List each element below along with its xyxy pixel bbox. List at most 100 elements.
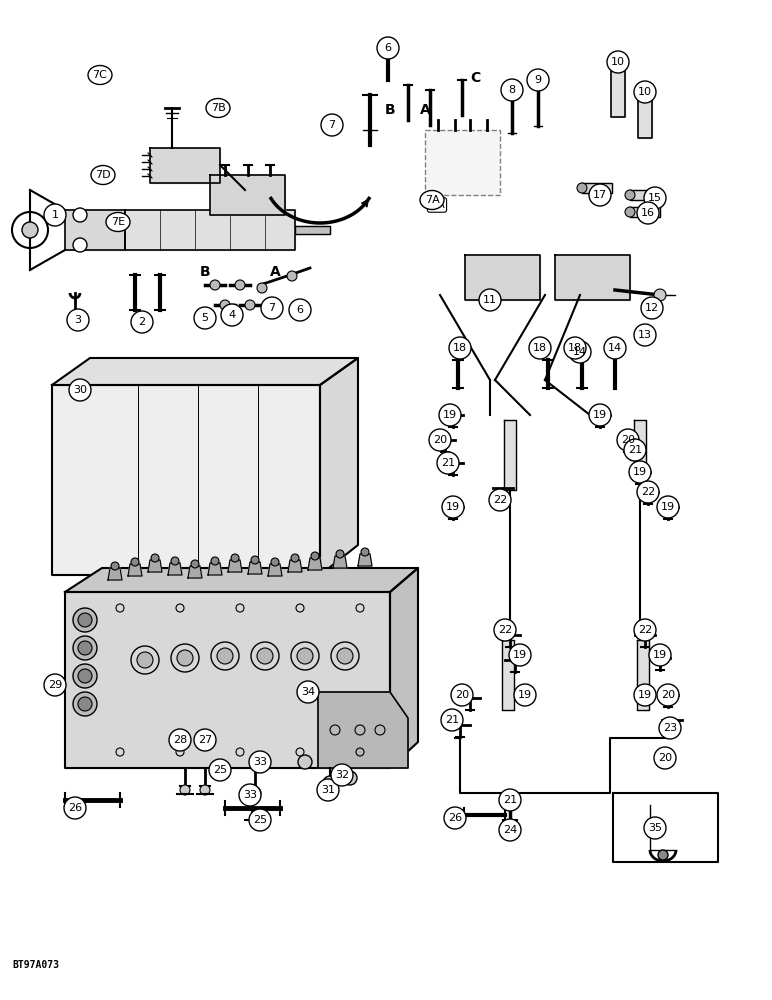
Circle shape: [564, 337, 586, 359]
Text: 19: 19: [593, 410, 607, 420]
Circle shape: [657, 496, 679, 518]
Text: 6: 6: [384, 43, 391, 53]
Polygon shape: [390, 568, 418, 768]
Circle shape: [69, 379, 91, 401]
Text: 13: 13: [638, 330, 652, 340]
Circle shape: [641, 297, 663, 319]
Text: 7E: 7E: [111, 217, 125, 227]
Text: 10: 10: [638, 87, 652, 97]
Circle shape: [657, 684, 679, 706]
Text: 18: 18: [568, 343, 582, 353]
Ellipse shape: [91, 165, 115, 184]
Circle shape: [589, 404, 611, 426]
Circle shape: [437, 452, 459, 474]
Circle shape: [137, 652, 153, 668]
Text: 19: 19: [513, 650, 527, 660]
Circle shape: [607, 51, 629, 73]
Polygon shape: [504, 420, 516, 490]
Polygon shape: [52, 385, 320, 575]
Polygon shape: [613, 793, 718, 862]
Text: 16: 16: [641, 208, 655, 218]
Polygon shape: [108, 568, 122, 580]
Circle shape: [654, 747, 676, 769]
Text: 9: 9: [534, 75, 542, 85]
Circle shape: [211, 557, 219, 565]
Text: 20: 20: [455, 690, 469, 700]
Text: 33: 33: [243, 790, 257, 800]
Text: 5: 5: [201, 313, 208, 323]
Text: 18: 18: [453, 343, 467, 353]
Circle shape: [44, 674, 66, 696]
Circle shape: [257, 648, 273, 664]
Text: 7B: 7B: [211, 103, 225, 113]
Circle shape: [321, 114, 343, 136]
Polygon shape: [630, 190, 660, 200]
Polygon shape: [288, 560, 302, 572]
Polygon shape: [333, 556, 347, 568]
Circle shape: [64, 797, 86, 819]
Circle shape: [78, 641, 92, 655]
Circle shape: [514, 684, 536, 706]
Circle shape: [231, 554, 239, 562]
Polygon shape: [308, 558, 322, 570]
Text: A: A: [269, 265, 280, 279]
Text: B: B: [200, 265, 210, 279]
Circle shape: [634, 81, 656, 103]
Circle shape: [73, 608, 97, 632]
Circle shape: [271, 558, 279, 566]
Text: 12: 12: [645, 303, 659, 313]
Circle shape: [444, 807, 466, 829]
Circle shape: [439, 404, 461, 426]
Circle shape: [297, 681, 319, 703]
Text: 8: 8: [509, 85, 516, 95]
Circle shape: [217, 648, 233, 664]
Text: 32: 32: [335, 770, 349, 780]
Polygon shape: [634, 420, 646, 480]
Polygon shape: [582, 183, 612, 193]
Circle shape: [131, 558, 139, 566]
Text: 7A: 7A: [425, 195, 439, 205]
Circle shape: [644, 187, 666, 209]
Text: 34: 34: [301, 687, 315, 697]
Text: 18: 18: [533, 343, 547, 353]
Text: 14: 14: [608, 343, 622, 353]
Ellipse shape: [106, 213, 130, 232]
Text: 15: 15: [648, 193, 662, 203]
Circle shape: [617, 429, 639, 451]
Circle shape: [73, 636, 97, 660]
Circle shape: [169, 729, 191, 751]
Circle shape: [44, 204, 66, 226]
Ellipse shape: [88, 66, 112, 85]
Circle shape: [589, 184, 611, 206]
Polygon shape: [611, 62, 625, 117]
Circle shape: [644, 817, 666, 839]
Text: 19: 19: [443, 410, 457, 420]
Text: 26: 26: [448, 813, 462, 823]
Polygon shape: [555, 255, 630, 300]
Polygon shape: [630, 207, 660, 217]
Circle shape: [442, 496, 464, 518]
Polygon shape: [65, 210, 125, 250]
Polygon shape: [208, 563, 222, 575]
Polygon shape: [188, 566, 202, 578]
Circle shape: [337, 648, 353, 664]
Circle shape: [499, 789, 521, 811]
Circle shape: [249, 787, 261, 799]
Polygon shape: [52, 358, 358, 385]
Text: 22: 22: [493, 495, 507, 505]
Circle shape: [131, 311, 153, 333]
Text: 20: 20: [433, 435, 447, 445]
Circle shape: [509, 644, 531, 666]
Text: 25: 25: [213, 765, 227, 775]
Circle shape: [361, 548, 369, 556]
Text: 22: 22: [498, 625, 512, 635]
Circle shape: [501, 79, 523, 101]
Circle shape: [210, 280, 220, 290]
Circle shape: [73, 238, 87, 252]
Text: 19: 19: [653, 650, 667, 660]
Circle shape: [529, 337, 551, 359]
Circle shape: [494, 619, 516, 641]
Circle shape: [479, 289, 501, 311]
Circle shape: [111, 562, 119, 570]
Circle shape: [177, 650, 193, 666]
